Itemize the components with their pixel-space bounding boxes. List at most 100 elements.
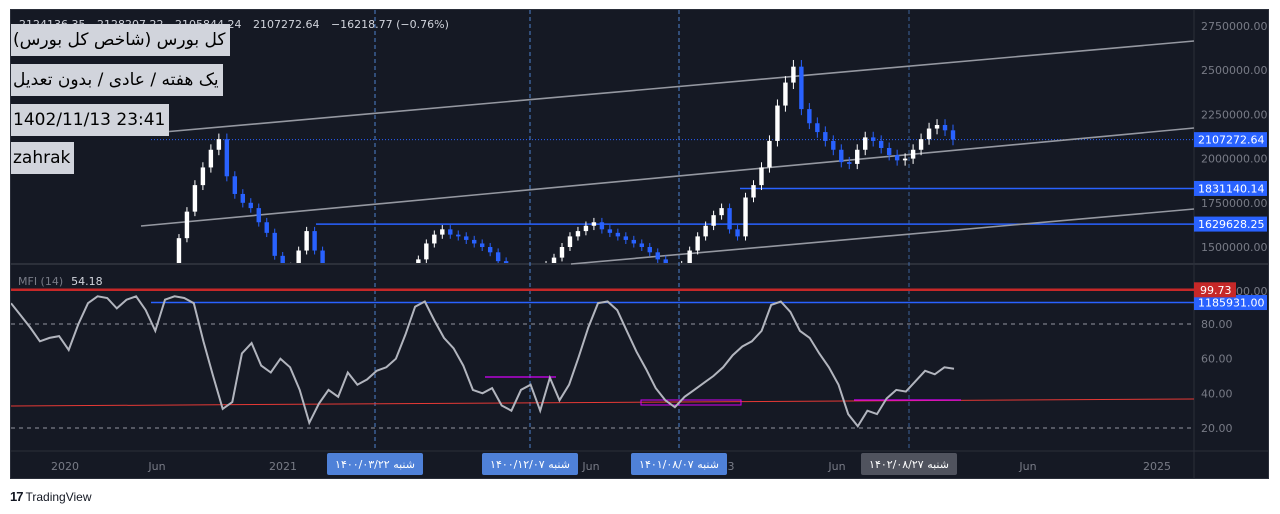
candle-body (352, 281, 356, 283)
candles-group (169, 59, 956, 309)
time-axis-tick-label: Jun (1018, 460, 1036, 473)
time-axis-tick-label: Jun (147, 460, 165, 473)
price-label-text: 1185931.00 (1198, 297, 1264, 310)
candle-body (775, 105, 780, 141)
candle-body (695, 236, 700, 251)
candle-body (464, 236, 469, 240)
price-axis-tick-label: 1500000.00 (1201, 241, 1267, 254)
price-label-tag: 1831140.14 (1194, 180, 1267, 196)
candle-body (208, 149, 214, 168)
mfi-series-line (11, 295, 955, 429)
date-marker-tag: شنبه ۱۴۰۱/۰۸/۰۷ (631, 453, 727, 475)
price-axis-tick-label: 2000000.00 (1201, 153, 1267, 166)
candle-body (631, 239, 637, 244)
candle-body (886, 147, 892, 156)
candle-body (169, 274, 173, 309)
candle-body (672, 268, 676, 277)
candle-body (536, 274, 540, 278)
candle-body (735, 229, 740, 237)
candle-body (216, 139, 222, 150)
candle-body (615, 232, 621, 237)
candle-body (799, 66, 804, 110)
candle-body (807, 109, 812, 124)
price-axis-tick-label: 2250000.00 (1201, 108, 1267, 121)
candle-body (344, 281, 348, 295)
time-axis-tick-label: Jun (827, 460, 845, 473)
date-marker-bg (482, 453, 578, 475)
candle-body (240, 193, 245, 203)
tradingview-wordmark: TradingView (25, 490, 92, 504)
date-marker-tag: شنبه ۱۴۰۲/۰۸/۲۷ (861, 453, 957, 475)
candle-body (184, 211, 190, 239)
mfi-axis-tick-label: 60.00 (1201, 353, 1233, 366)
candle-body (520, 275, 524, 282)
candle-body (567, 236, 573, 247)
candle-body (328, 275, 332, 289)
candle-body (679, 265, 683, 277)
chart-frame: 2750000.00 2500000.00 2250000.00 2000000.00… (10, 9, 1269, 479)
price-label-tag: 1629628.25 (1194, 216, 1267, 232)
candle-body (432, 234, 437, 244)
price-label-text: 1629628.25 (1198, 218, 1264, 231)
candle-body (583, 225, 589, 232)
candle-body (831, 140, 836, 150)
candle-body (495, 252, 501, 262)
candle-body (544, 265, 548, 274)
price-label-text: 2107272.64 (1198, 134, 1264, 147)
date-marker-bg (327, 453, 423, 475)
date-marker-bg (861, 453, 957, 475)
date-marker-text: شنبه ۱۴۰۲/۰۸/۲۷ (869, 458, 949, 471)
date-marker-tag: شنبه ۱۴۰۰/۰۳/۲۲ (327, 453, 423, 475)
price-axis-tick-label: 2750000.00 (1201, 20, 1267, 33)
ohlc-change: −16218.77 (−0.76%) (330, 18, 449, 31)
candle-body (655, 252, 660, 260)
mfi-level-text: 99.73 (1200, 284, 1232, 297)
candle-body (479, 243, 485, 247)
candle-body (703, 225, 708, 237)
candle-body (224, 139, 230, 177)
chart-canvas[interactable]: 2750000.00 2500000.00 2250000.00 2000000.00… (11, 10, 1269, 479)
candle-body (767, 140, 772, 168)
candle-body (623, 236, 629, 240)
candle-body (783, 82, 788, 106)
tradingview-mark-icon: 17 (10, 489, 24, 504)
price-label-bg (1194, 180, 1267, 196)
time-axis-tick-label: 2021 (269, 460, 297, 473)
candle-body (687, 250, 692, 263)
candle-body (392, 304, 396, 306)
candle-body (647, 247, 652, 253)
candle-body (272, 232, 277, 256)
price-label-bg (1194, 132, 1267, 148)
price-axis-tick-label: 2500000.00 (1201, 64, 1267, 77)
candle-body (487, 247, 493, 253)
candle-body (878, 140, 884, 148)
candle-body (863, 137, 868, 150)
candle-body (256, 208, 261, 223)
mfi-level-bg (1194, 282, 1236, 298)
candle-body (839, 149, 844, 163)
mfi-axis-tick-label: 20.00 (1201, 422, 1233, 435)
time-axis-tick-label: 2020 (51, 460, 79, 473)
candle-body (751, 185, 756, 198)
candle-body (942, 125, 948, 131)
candle-body (280, 255, 285, 263)
candle-body (400, 295, 404, 306)
candle-body (551, 257, 557, 263)
candle-body (743, 197, 748, 237)
candle-body (727, 208, 732, 230)
candle-body (711, 215, 716, 226)
candle-body (950, 130, 956, 140)
candle-body (855, 149, 860, 164)
price-label-text: 1831140.14 (1198, 182, 1264, 195)
candle-body (296, 250, 301, 263)
tradingview-logo[interactable]: 17 TradingView (10, 489, 92, 504)
candle-body (312, 231, 317, 251)
candle-body (847, 162, 852, 164)
candle-body (264, 222, 269, 233)
price-axis-tick-label: 1750000.00 (1201, 197, 1267, 210)
candle-body (304, 231, 309, 251)
price-label-bg (1194, 216, 1267, 232)
candle-body (424, 243, 429, 260)
mfi-level-tag: 99.73 (1194, 282, 1236, 298)
mfi-indicator-name: MFI (14) (18, 275, 64, 288)
